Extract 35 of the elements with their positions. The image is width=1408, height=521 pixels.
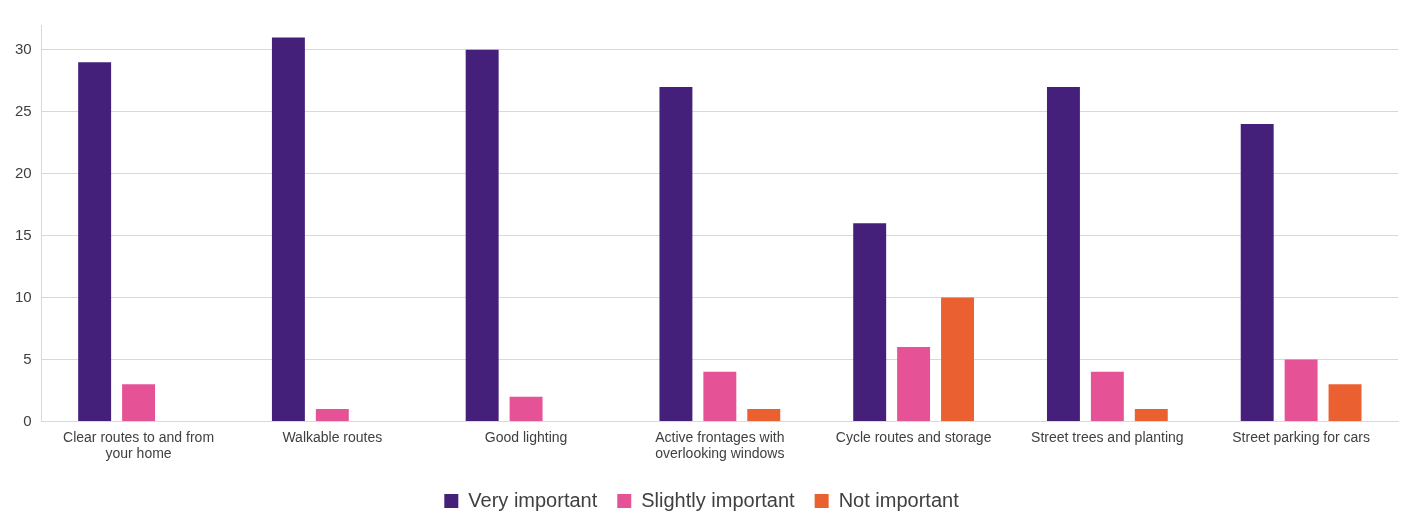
bar [1090,371,1124,421]
x-tick-label: Cycle routes and storage [835,428,992,445]
bar [1328,384,1362,421]
legend-label: Very important [468,488,598,511]
bar [853,223,887,421]
legend-label: Slightly important [641,488,796,511]
y-tick-label: 5 [23,349,32,367]
x-tick-label: Active frontages with overlooking windows [655,428,785,462]
bar [78,62,112,421]
bar [1046,86,1080,421]
bar [509,396,543,421]
bar [315,409,349,421]
bar [659,86,693,421]
bar [703,371,737,421]
bar [1284,359,1318,421]
y-tick-label: 15 [15,225,32,243]
x-tick-label: Clear routes to and from your home [63,428,215,462]
y-tick-label: 30 [15,39,32,57]
bar [747,409,781,421]
bar [465,49,499,421]
x-tick-label: Good lighting [484,428,568,445]
bar [941,297,974,421]
x-tick-label: Street trees and planting [1031,428,1184,445]
bar [1240,124,1274,421]
y-tick-label: 20 [15,163,32,181]
bar [122,384,156,421]
y-tick-label: 10 [15,287,32,305]
legend-label: Not important [838,488,960,511]
y-tick-label: 25 [15,101,32,119]
bar [897,347,931,421]
bar [271,37,305,421]
y-tick-label: 0 [23,411,32,429]
bar [1134,409,1168,421]
x-tick-label: Street parking for cars [1232,428,1370,445]
x-tick-label: Walkable routes [282,428,383,445]
